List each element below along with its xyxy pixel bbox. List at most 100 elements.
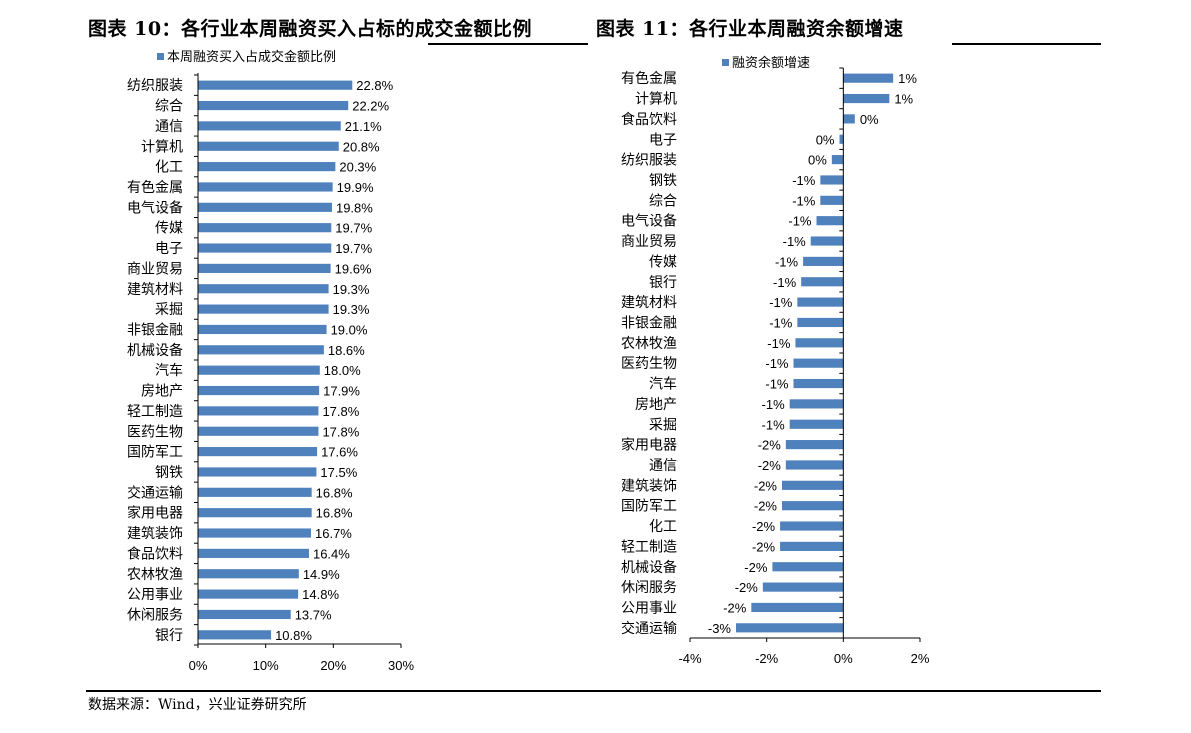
left-bar [198, 304, 329, 314]
left-category-label: 汽车 [155, 362, 183, 379]
right-category-label: 化工 [649, 519, 677, 535]
left-data-label: 19.3% [333, 282, 370, 297]
right-bar [803, 256, 844, 266]
left-category-label: 国防军工 [127, 445, 183, 461]
right-category-label: 食品饮料 [621, 111, 677, 128]
right-category-label: 银行 [649, 275, 677, 291]
right-bar [782, 480, 844, 490]
right-data-label: -1% [792, 193, 816, 208]
right-bar [789, 419, 844, 429]
left-category-label: 家用电器 [127, 505, 183, 522]
right-data-label: 1% [894, 92, 913, 107]
left-category-label: 机械设备 [127, 342, 183, 359]
right-bar [795, 338, 844, 348]
left-data-label: 16.8% [316, 485, 353, 500]
right-legend-swatch [722, 59, 729, 66]
right-bar [780, 521, 844, 531]
left-category-label: 电子 [155, 241, 183, 257]
right-bar [736, 623, 844, 633]
right-category-label: 休闲服务 [621, 580, 677, 596]
right-data-label: -1% [769, 295, 793, 310]
right-bar [793, 378, 844, 389]
left-data-label: 16.8% [316, 506, 353, 521]
right-bar [839, 134, 844, 144]
left-category-label: 建筑装饰 [127, 526, 183, 542]
left-x-tick-label: 10% [253, 658, 279, 673]
right-data-label: 1% [898, 71, 917, 86]
left-bar [198, 121, 341, 131]
right-category-label: 国防军工 [621, 499, 677, 515]
left-category-label: 医药生物 [127, 424, 183, 440]
right-bar [843, 114, 855, 124]
left-bar [198, 324, 327, 335]
left-bar [198, 345, 324, 355]
left-category-label: 计算机 [141, 139, 183, 155]
left-data-label: 21.1% [345, 119, 382, 134]
left-bar [198, 548, 309, 558]
right-data-label: -2% [754, 478, 778, 493]
left-bar [198, 182, 333, 192]
right-category-label: 商业贸易 [621, 234, 677, 250]
right-bar [820, 175, 844, 185]
right-bar [843, 93, 890, 104]
right-category-label: 房地产 [635, 397, 677, 413]
left-bar [198, 467, 317, 477]
right-legend-label: 融资余额增速 [732, 55, 810, 71]
left-category-label: 公用事业 [127, 587, 183, 603]
right-bar [780, 541, 844, 551]
right-data-label: -2% [744, 560, 768, 575]
left-category-label: 银行 [155, 628, 183, 644]
left-data-label: 19.6% [335, 261, 372, 276]
left-data-label: 20.8% [343, 139, 380, 154]
left-bar [198, 162, 336, 172]
right-category-label: 有色金属 [621, 70, 677, 87]
left-data-label: 14.9% [303, 567, 340, 582]
right-bar [772, 562, 844, 572]
left-bar [198, 609, 291, 620]
left-bar [198, 263, 331, 273]
left-bar [198, 202, 332, 212]
left-title-rule [428, 43, 588, 45]
right-x-tick-label: 2% [911, 651, 930, 666]
left-bar [198, 487, 312, 497]
source-note: 数据来源：Wind，兴业证券研究所 [88, 697, 307, 713]
right-bar [831, 155, 844, 165]
right-category-label: 建筑材料 [621, 295, 677, 311]
left-category-label: 休闲服务 [127, 607, 183, 623]
right-bar [843, 73, 894, 83]
right-data-label: -1% [762, 397, 786, 412]
left-data-label: 17.8% [322, 424, 359, 439]
right-bar [785, 440, 844, 450]
left-category-label: 电气设备 [127, 199, 183, 216]
left-data-label: 20.3% [339, 160, 376, 175]
bottom-rule [86, 690, 1101, 692]
right-x-tick-label: 0% [834, 651, 853, 666]
left-category-label: 交通运输 [127, 484, 183, 501]
left-category-label: 纺织服装 [127, 78, 183, 94]
right-category-label: 计算机 [635, 92, 677, 108]
right-figure-title: 图表 11：各行业本周融资余额增速 [596, 18, 904, 40]
left-data-label: 17.6% [321, 445, 358, 460]
right-category-label: 电子 [649, 132, 677, 148]
left-data-label: 19.7% [335, 241, 372, 256]
right-data-label: -1% [773, 275, 797, 290]
left-data-label: 18.0% [324, 363, 361, 378]
left-bar [198, 243, 332, 253]
left-x-tick-label: 0% [189, 658, 208, 673]
left-bar [198, 80, 353, 90]
right-category-label: 钢铁 [649, 173, 677, 189]
left-data-label: 16.4% [313, 546, 350, 561]
left-data-label: 13.7% [295, 607, 332, 622]
right-data-label: -1% [765, 356, 789, 371]
left-data-label: 19.7% [335, 221, 372, 236]
right-data-label: 0% [860, 112, 879, 127]
right-category-label: 纺织服装 [621, 153, 677, 169]
right-bar [789, 399, 844, 409]
left-category-label: 钢铁 [155, 465, 183, 481]
left-data-label: 19.0% [331, 322, 368, 337]
left-bar [198, 630, 272, 640]
left-bar [198, 508, 312, 518]
right-bar [782, 501, 844, 511]
left-category-label: 化工 [155, 160, 183, 176]
left-category-label: 有色金属 [127, 179, 183, 196]
